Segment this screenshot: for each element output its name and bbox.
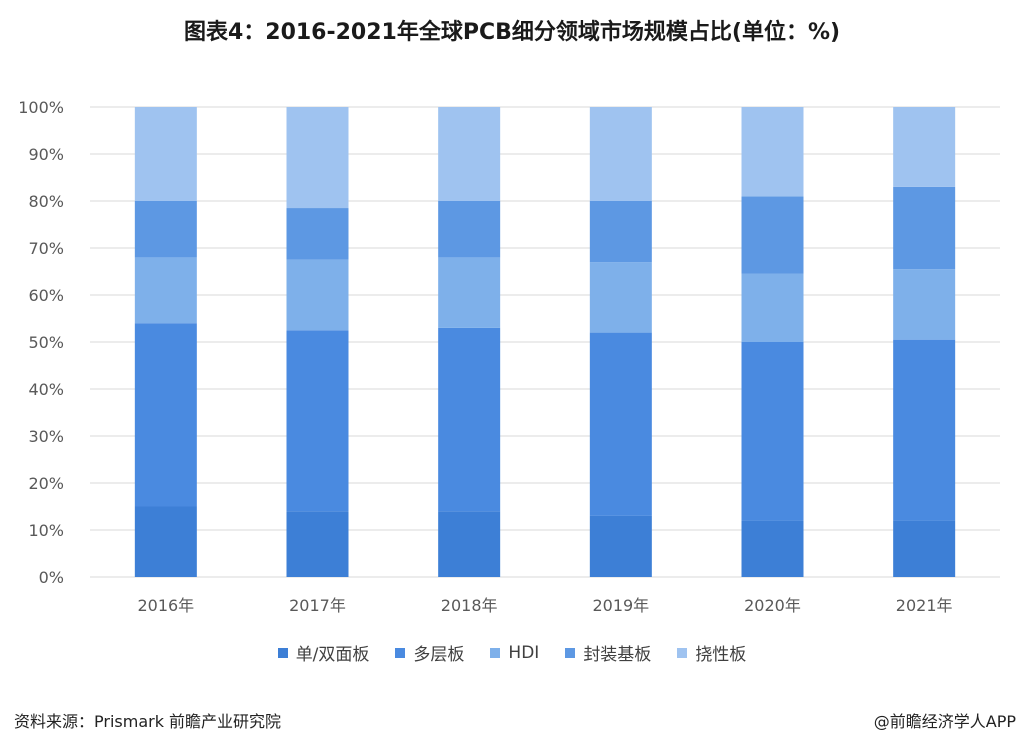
legend-item: 封装基板 xyxy=(565,640,651,665)
bar-segment xyxy=(286,208,349,260)
bar-segment xyxy=(893,520,956,577)
y-tick-label: 20% xyxy=(28,474,64,493)
y-tick-label: 70% xyxy=(28,239,64,258)
legend-swatch xyxy=(277,647,288,658)
bar-segment xyxy=(286,259,349,331)
legend-swatch xyxy=(565,647,576,658)
y-tick-label: 60% xyxy=(28,286,64,305)
legend-label: 单/双面板 xyxy=(295,645,370,665)
stacked-bar-chart: 0% 10% 20% 30% 40% 50% 60% 70% 80% 90% 100% 2016年 20… xyxy=(18,98,1000,615)
bar-segment xyxy=(134,323,197,507)
legend-swatch xyxy=(395,647,406,658)
bar-segment xyxy=(589,262,652,333)
source-note: 资料来源：Prismark 前瞻产业研究院 xyxy=(14,712,282,731)
bar-segment xyxy=(893,339,956,521)
bar-segment xyxy=(134,257,197,324)
y-tick-label: 40% xyxy=(28,380,64,399)
legend-item: HDI xyxy=(490,640,539,665)
y-tick-label: 50% xyxy=(28,333,64,352)
bar-segment xyxy=(741,273,804,342)
y-tick-label: 30% xyxy=(28,427,64,446)
bar-segment xyxy=(589,107,652,201)
credit-note: @前瞻经济学人APP xyxy=(873,712,1016,731)
bar-segment xyxy=(589,201,652,263)
legend-label: 多层板 xyxy=(413,645,465,665)
bar-segment xyxy=(741,107,804,197)
bar-segment xyxy=(741,196,804,274)
chart-title: 图表4：2016-2021年全球PCB细分领域市场规模占比(单位：%) xyxy=(183,20,841,45)
bar-segment xyxy=(893,107,956,187)
bar-segment xyxy=(589,332,652,516)
legend: 单/双面板 多层板 HDI 封装基板 挠性板 xyxy=(0,640,1024,665)
y-tick-label: 80% xyxy=(28,192,64,211)
y-tick-label: 10% xyxy=(28,521,64,540)
x-tick-label: 2018年 xyxy=(441,596,498,615)
bar-segment xyxy=(741,520,804,577)
legend-swatch xyxy=(490,647,501,658)
x-tick-label: 2021年 xyxy=(896,596,953,615)
bar-segment xyxy=(134,107,197,201)
bar-segment xyxy=(438,327,501,512)
y-tick-label: 0% xyxy=(39,568,64,587)
legend-label: 封装基板 xyxy=(583,645,652,665)
bar-segment xyxy=(286,330,349,512)
bar-segment xyxy=(741,342,804,521)
bar-segment xyxy=(893,269,956,340)
bar-segment xyxy=(134,201,197,258)
x-tick-label: 2020年 xyxy=(744,596,801,615)
x-tick-label: 2016年 xyxy=(137,596,194,615)
legend-item: 挠性板 xyxy=(677,640,746,665)
y-tick-label: 90% xyxy=(28,145,64,164)
bar-segment xyxy=(438,257,501,328)
bar-segment xyxy=(438,107,501,201)
bar-segment xyxy=(134,506,197,577)
legend-item: 多层板 xyxy=(395,640,464,665)
bar-segment xyxy=(589,515,652,577)
x-tick-label: 2017年 xyxy=(289,596,346,615)
bar-segment xyxy=(438,201,501,258)
legend-item: 单/双面板 xyxy=(277,640,370,665)
bar-segment xyxy=(893,186,956,270)
bar-segment xyxy=(286,107,349,209)
x-tick-label: 2019年 xyxy=(592,596,649,615)
bar-segment xyxy=(286,511,349,577)
bar-segment xyxy=(438,511,501,577)
legend-label: 挠性板 xyxy=(695,645,747,665)
legend-label: HDI xyxy=(508,642,540,663)
y-tick-label: 100% xyxy=(18,98,64,117)
legend-swatch xyxy=(677,647,688,658)
